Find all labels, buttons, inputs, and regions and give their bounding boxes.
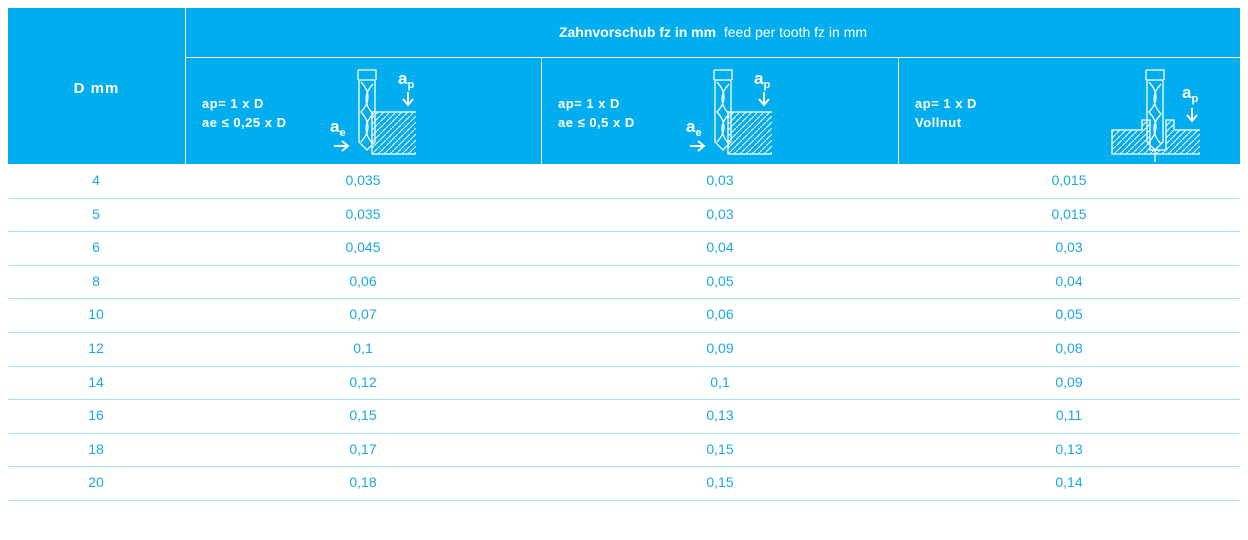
icon-letter: a [754,69,764,88]
table-cell: 0,09 [706,340,734,356]
arrow-right [334,140,350,152]
table-cell: 6 [92,239,100,256]
sub-header-line: ae ≤ 0,25 x D [202,115,287,130]
row-line [8,433,1240,434]
table-cell: 14 [88,373,104,390]
icon: ap [1111,69,1200,162]
table-cell: 18 [88,440,104,457]
table-cell: 0,045 [345,239,381,256]
table-cell: 0,18 [349,474,377,491]
tool [713,69,733,151]
sub-header: ap= 1 x D Vollnut ap [899,58,1240,164]
sub-header-line: Vollnut [915,115,962,130]
table-cell: 0,04 [706,239,734,256]
table-cell: 0,03 [706,205,734,222]
title-normal: feed per tooth fz in mm [723,24,868,40]
arrow-down [1186,108,1198,123]
table-cell: 0,13 [1055,440,1083,457]
icon-label: ap [754,69,770,91]
table-cell: 8 [92,272,100,289]
table-cell: 0,04 [1055,272,1083,289]
arrow-down [758,92,770,107]
icon-label: ap [1182,83,1198,105]
table-cell: 5 [92,205,100,222]
sub-header-text: ap= 1 x D ae ≤ 0,25 x D [202,94,286,132]
row-line [8,466,1240,467]
first-col-title: D mm [73,80,120,97]
table-cell: 20 [88,474,104,491]
table-cell: 10 [88,306,104,323]
icon-sub: e [339,127,345,139]
table-cell: 0,15 [706,474,734,491]
workpiece [371,111,416,155]
arrow-right [690,140,706,152]
workpiece [727,111,772,155]
sub-header-text: ap= 1 x D ae ≤ 0,5 x D [558,94,635,132]
icon-label: ae [330,117,346,139]
table-cell: 0,1 [710,373,730,390]
row-line [8,332,1240,333]
sub-header-line: ap= 1 x D [915,96,977,111]
group-header: Zahnvorschub fz in mm feed per tooth fz … [186,8,1240,57]
row-line [8,231,1240,232]
sub-header-line: ae ≤ 0,5 x D [558,115,635,130]
table-cell: 16 [88,407,104,424]
table-cell: 12 [88,340,104,356]
table-cell: 0,15 [706,440,734,457]
table-cell: 0,17 [349,440,377,457]
table-cell: 0,05 [706,272,734,289]
row-line [8,265,1240,266]
icon-label: ae [686,117,702,139]
table-cell: 0,06 [349,272,377,289]
icon-letter: a [686,117,696,136]
table-cell: 0,11 [1055,407,1083,424]
table-cell: 0,035 [345,205,381,222]
icon-letter: a [1182,83,1192,102]
table-cell: 0,015 [1051,205,1087,222]
table-cell: 0,06 [706,306,734,323]
table-cell: 0,03 [1055,239,1083,256]
arrow-down [402,92,414,107]
table-cell: 0,14 [1055,474,1083,491]
icon-sub: p [763,79,770,91]
row-line [8,366,1240,367]
table-cell: 0,035 [345,172,381,188]
sub-header-text: ap= 1 x D Vollnut [915,94,977,132]
sub-header-line: ap= 1 x D [558,96,620,111]
row-line [8,298,1240,299]
icon-sub: p [407,79,414,91]
table-cell: 0,03 [706,172,734,188]
row-line [8,399,1240,400]
tool [1145,69,1165,162]
icon-letter: a [330,117,340,136]
table-cell: 0,09 [1055,373,1083,390]
icon-sub: e [695,127,701,139]
table-cell: 0,13 [706,407,734,424]
table-cell: 0,08 [1055,340,1083,356]
title-bold: Zahnvorschub fz in mm [558,24,717,40]
table-cell: 4 [92,172,100,188]
table-cell: 0,12 [349,373,377,390]
first-col-header: D mm [8,8,185,164]
row-line [8,500,1240,501]
table-cell: 0,1 [353,340,373,356]
table-cell: 0,07 [349,306,377,323]
table-cell: 0,15 [349,407,377,424]
icon-sub: p [1191,93,1198,105]
sub-header-line: ap= 1 x D [202,96,264,111]
workpiece [1111,119,1200,155]
icon-label: ap [398,69,414,91]
table-cell: 0,05 [1055,306,1083,323]
icon-letter: a [398,69,408,88]
tool [357,69,377,151]
row-line [8,198,1240,199]
table-cell: 0,015 [1051,172,1087,188]
